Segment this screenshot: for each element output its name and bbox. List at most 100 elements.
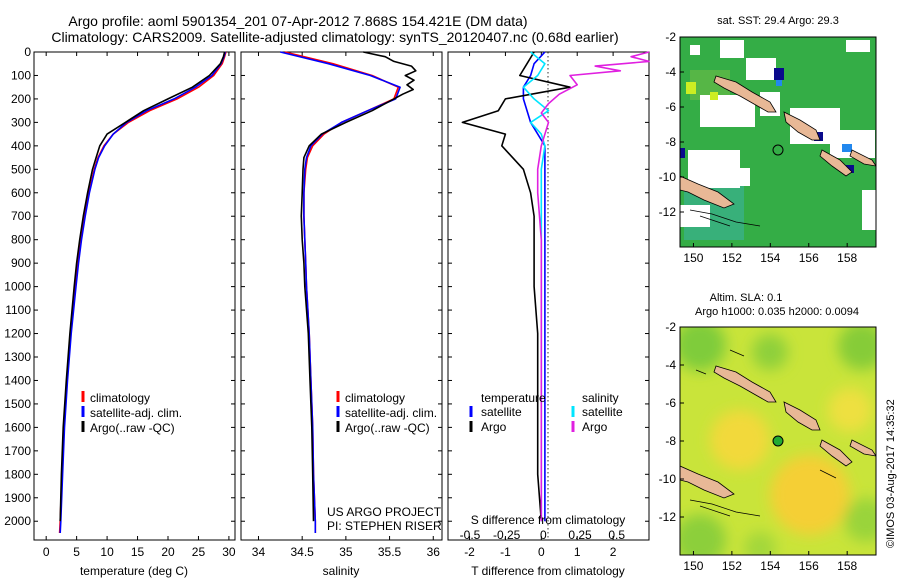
map-x-tick-label: 156	[799, 559, 819, 573]
series-line-s-argo	[536, 51, 650, 522]
map-x-tick-label: 158	[837, 559, 857, 573]
legend-salinity-title: salinity	[582, 391, 619, 405]
temperature-ticks: 0 5 10 15 20 25 300100200300400500600700800900…	[4, 45, 236, 559]
sla-low-blob	[844, 498, 876, 542]
x-tick-label: 10	[100, 545, 114, 559]
x-tick-label: -1	[500, 545, 511, 559]
land-solomons-east	[849, 149, 876, 167]
s-difference-ticks: -0.5 -0.25 0 0.25 0.5	[460, 528, 626, 542]
sst-nodata-block	[846, 40, 870, 52]
legend-argo-label: Argo(..raw -QC)	[345, 421, 430, 435]
temperature-legend: climatology satellite-adj. clim. Argo(..…	[81, 391, 182, 435]
sla-high-blob	[770, 455, 850, 535]
salinity-ticks: 34 34.5 35 35.5 36	[241, 51, 442, 559]
map-x-tick-label: 154	[760, 251, 780, 265]
map-y-tick-label: -4	[665, 358, 676, 372]
legend-s-satellite-label: satellite	[582, 405, 623, 419]
sst-cold-block	[846, 165, 854, 173]
series-line-t-satellite	[522, 51, 546, 522]
land-new-guinea-tip	[680, 465, 735, 499]
argo-position-marker	[772, 435, 784, 447]
sst-nodata-block	[746, 58, 776, 80]
land-bougainville	[783, 401, 821, 431]
sla-high-blob	[828, 388, 872, 432]
x-tick-label: 35	[339, 545, 353, 559]
t-difference-xlabel: T difference from climatology	[471, 564, 625, 578]
y-tick-label: 1900	[4, 491, 31, 505]
reef-outline	[689, 209, 761, 227]
sla-low-blob	[744, 532, 776, 555]
x-tick-label: 0	[43, 545, 50, 559]
legend-temperature-title: temperature	[481, 391, 546, 405]
salinity-legend: climatology satellite-adj. clim. Argo(..…	[336, 391, 437, 435]
s-tick-label: 0.25	[568, 528, 592, 542]
difference-lines	[461, 51, 650, 522]
sst-nodata-block	[700, 95, 755, 127]
y-tick-label: 300	[11, 115, 31, 129]
map-y-tick-label: -10	[659, 472, 677, 486]
y-tick-label: 1200	[4, 327, 31, 341]
map-y-tick-label: -10	[659, 170, 677, 184]
x-tick-label: 25	[192, 545, 206, 559]
sla-map: Altim. SLA: 0.1 Argo h1000: 0.035 h2000:…	[659, 292, 877, 573]
map-x-tick-label: 158	[837, 251, 857, 265]
map-y-tick-label: -8	[665, 434, 676, 448]
series-line-argo-raw-qc	[300, 51, 417, 522]
series-line-satellite-adj-clim	[59, 51, 227, 534]
argo-position-marker	[772, 144, 784, 156]
land-solomons	[819, 149, 853, 177]
map-x-tick-label: 150	[683, 559, 703, 573]
salinity-xlabel: salinity	[323, 564, 360, 578]
sla-low-blob	[838, 327, 876, 370]
salinity-panel: 34 34.5 35 35.5 36 climatology satellite-adj…	[240, 51, 443, 578]
map-y-tick-label: -6	[665, 396, 676, 410]
difference-panel: -2 -1 0 1 2 temperature satellite Argo salin…	[447, 51, 650, 578]
sst-cool-block	[776, 80, 782, 86]
sst-nodata-block	[690, 45, 700, 55]
map-y-tick-label: -2	[665, 320, 676, 334]
y-tick-label: 900	[11, 256, 31, 270]
legend-climatology-label: climatology	[345, 391, 405, 405]
s-tick-label: 0	[540, 528, 547, 542]
legend-t-argo-label: Argo	[481, 420, 507, 434]
y-tick-label: 1000	[4, 280, 31, 294]
x-tick-label: 1	[574, 545, 581, 559]
x-tick-label: 30	[222, 545, 236, 559]
y-tick-label: 1400	[4, 373, 31, 387]
sst-nodata-block	[862, 190, 876, 230]
salinity-axes-box	[240, 51, 443, 541]
sla-low-blob	[752, 334, 788, 370]
temperature-axes-box	[33, 51, 236, 541]
y-tick-label: 600	[11, 186, 31, 200]
map-x-tick-label: 150	[683, 251, 703, 265]
difference-legend: temperature satellite Argo salinity sate…	[469, 391, 623, 434]
sla-high-blob	[710, 410, 770, 470]
sla-map-ticks: 150 152 154 156 158 -2 -4 -6 -8 -10 -12	[659, 320, 858, 573]
sla-low-blob	[680, 514, 726, 555]
sla-field	[680, 327, 876, 555]
sst-cold-block	[774, 68, 784, 80]
x-tick-label: 36	[427, 545, 441, 559]
s-tick-label: 0.5	[608, 528, 625, 542]
imos-credit: ©IMOS 03-Aug-2017 14:35:32	[885, 399, 897, 548]
sst-map: sat. SST: 29.4 Argo: 29.3	[659, 15, 877, 265]
legend-satellite-label: satellite-adj. clim.	[90, 406, 182, 420]
sst-nodata-block	[720, 40, 744, 58]
difference-ticks: -2 -1 0 1 2	[448, 51, 649, 559]
pi-annotation: PI: STEPHEN RISER	[327, 519, 442, 533]
x-tick-label: 34	[252, 545, 266, 559]
sst-warm-block	[686, 82, 696, 94]
temperature-lines	[58, 51, 227, 534]
legend-t-satellite-label: satellite	[481, 405, 522, 419]
land-new-britain	[713, 365, 777, 403]
sst-nodata-block	[680, 205, 710, 227]
land-solomons	[819, 439, 853, 467]
y-tick-label: 2000	[4, 514, 31, 528]
map-y-tick-label: -12	[659, 510, 677, 524]
sst-field	[680, 37, 876, 247]
temperature-panel: 0 5 10 15 20 25 300100200300400500600700800900…	[4, 45, 236, 578]
y-tick-label: 100	[11, 68, 31, 82]
x-tick-label: 0	[538, 545, 545, 559]
legend-argo-label: Argo(..raw -QC)	[90, 421, 175, 435]
sst-nodata-block	[720, 168, 750, 186]
